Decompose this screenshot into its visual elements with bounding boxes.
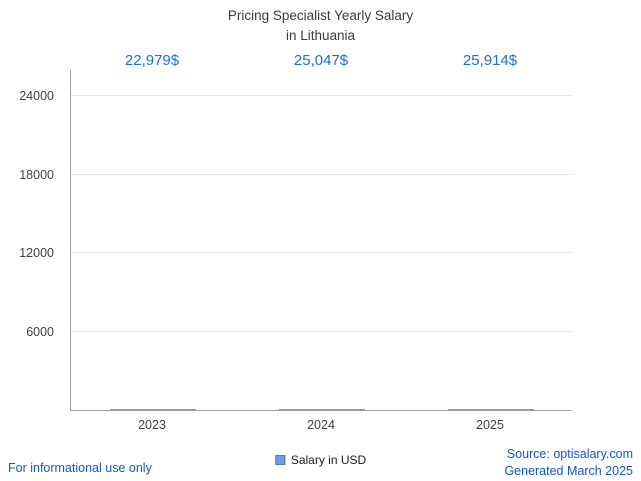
plot-area [70,70,571,411]
gridline-6000 [71,330,571,332]
legend-item-salary[interactable]: Salary in USD [274,453,367,467]
value-label-2023: 22,979$ [124,52,180,69]
value-labels-row: 22,979$ 25,047$ 25,914$ [70,52,570,72]
x-axis-labels: 2023 2024 2025 [70,418,570,436]
y-tick-6000: 6000 [26,324,54,339]
chart-title: Pricing Specialist Yearly Salary in Lith… [0,6,641,45]
y-tick-12000: 12000 [19,246,54,261]
bar-2024[interactable] [279,409,365,410]
generated-date: Generated March 2025 [504,463,633,478]
x-label-2023: 2023 [138,418,166,432]
bar-2023[interactable] [110,409,196,410]
gridline-24000 [71,95,571,97]
chart-title-line1: Pricing Specialist Yearly Salary [227,8,414,23]
source-link[interactable]: Source: optisalary.com [506,447,633,461]
value-label-2024: 25,047$ [293,52,349,69]
y-tick-24000: 24000 [19,89,54,104]
y-tick-18000: 18000 [19,167,54,182]
gridline-12000 [71,252,571,254]
legend-label: Salary in USD [290,453,367,467]
legend-swatch-icon [274,455,285,465]
source-block: Source: optisalary.com Generated March 2… [504,446,633,480]
disclaimer-text: For informational use only [8,461,152,475]
x-label-2025: 2025 [476,418,504,432]
chart-title-line2: in Lithuania [285,27,356,43]
gridline-18000 [71,173,571,175]
value-label-2025: 25,914$ [462,52,518,69]
y-axis-tick-labels: 6000 12000 18000 24000 [0,70,62,410]
bar-2025[interactable] [448,409,534,410]
x-label-2024: 2024 [307,418,335,432]
